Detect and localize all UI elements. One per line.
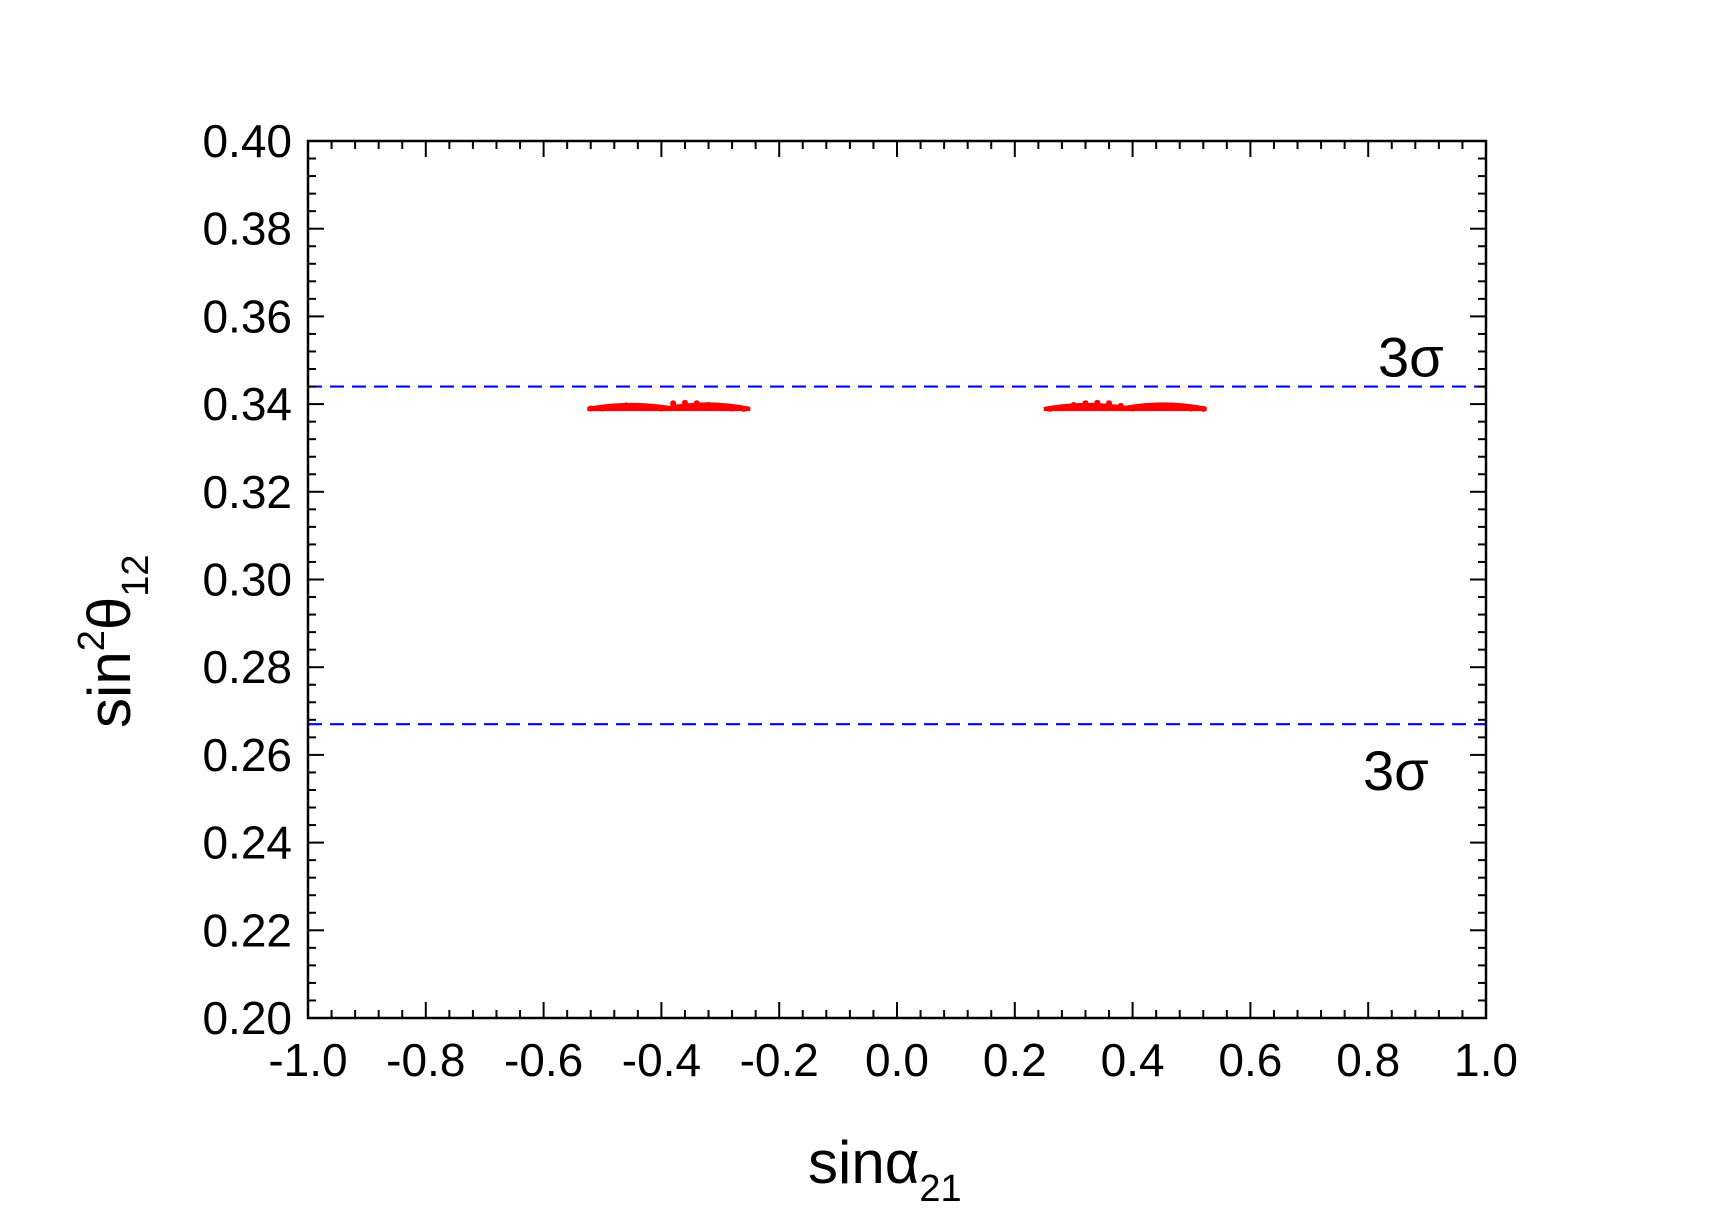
y-tick-label: 0.20 [202, 992, 292, 1044]
x-tick-label: 0.4 [1101, 1034, 1165, 1086]
axis-ticks [307, 140, 1487, 1019]
x-tick-label: 0.0 [865, 1034, 929, 1086]
data-point [1153, 402, 1160, 409]
y-tick-label: 0.40 [202, 115, 292, 167]
data-point [729, 405, 736, 412]
y-tick-label: 0.34 [202, 378, 292, 430]
data-point [599, 405, 606, 412]
data-point [1106, 400, 1113, 407]
x-tick-label: 0.6 [1218, 1034, 1282, 1086]
data-point [634, 402, 641, 409]
annotation-3sigma-lower: 3σ [1363, 739, 1429, 802]
data-point [1141, 403, 1148, 410]
x-tick-labels: -1.0 -0.8 -0.6 -0.4 -0.2 0.0 0.2 0.4 0.6 0.8 1.0 [268, 1034, 1518, 1086]
data-point [1082, 400, 1089, 407]
data-point [693, 400, 700, 407]
y-axis-title-greek: θ [76, 597, 143, 630]
data-point [623, 402, 630, 409]
data-point [658, 405, 665, 412]
plot-frame [306, 139, 1488, 1020]
y-tick-label: 0.36 [202, 290, 292, 342]
y-tick-label: 0.22 [202, 904, 292, 956]
data-point [646, 404, 653, 411]
annotation-3sigma-upper: 3σ [1378, 326, 1444, 389]
data-point [681, 399, 688, 406]
data-point [740, 405, 747, 412]
data-regions [587, 402, 1207, 412]
x-tick-label: -0.6 [504, 1034, 583, 1086]
y-tick-label: 0.24 [202, 817, 292, 869]
x-tick-label: -0.4 [622, 1034, 701, 1086]
x-axis-title-base: sin [808, 1129, 885, 1196]
data-point [1094, 399, 1101, 406]
data-point [1058, 404, 1065, 411]
data-point [1117, 402, 1124, 409]
data-point [717, 403, 724, 410]
x-tick-label: 0.8 [1336, 1034, 1400, 1086]
y-axis-title-sup: 2 [71, 630, 113, 651]
y-tick-label: 0.30 [202, 554, 292, 606]
data-points [587, 399, 1207, 412]
data-point [1176, 404, 1183, 411]
x-axis-title: sinα21 [808, 1129, 962, 1209]
data-point [1200, 405, 1207, 412]
data-point [705, 401, 712, 408]
y-tick-label: 0.26 [202, 729, 292, 781]
y-tick-label: 0.38 [202, 203, 292, 255]
x-tick-label: 1.0 [1454, 1034, 1518, 1086]
x-tick-label: -1.0 [268, 1034, 347, 1086]
x-tick-label: -0.8 [386, 1034, 465, 1086]
x-tick-label: -0.2 [740, 1034, 819, 1086]
data-point [1047, 405, 1054, 412]
data-point [670, 400, 677, 407]
data-point [1129, 405, 1136, 412]
reference-lines [308, 385, 1486, 726]
x-axis-title-sub: 21 [919, 1168, 961, 1209]
y-tick-label: 0.32 [202, 466, 292, 518]
x-tick-label: 0.2 [983, 1034, 1047, 1086]
data-point [1164, 402, 1171, 409]
x-axis-title-greek: α [885, 1129, 920, 1196]
y-tick-labels: 0.20 0.22 0.24 0.26 0.28 0.30 0.32 0.34 0.36 0.38… [202, 115, 292, 1044]
y-axis-title: sin2θ12 [71, 555, 157, 729]
data-point [1070, 401, 1077, 408]
data-point [611, 403, 618, 410]
data-point [587, 405, 594, 412]
y-tick-label: 0.28 [202, 641, 292, 693]
annotations: 3σ 3σ [1363, 326, 1444, 803]
data-point [1188, 405, 1195, 412]
y-axis-title-sub: 12 [115, 555, 157, 597]
y-axis-title-base: sin [76, 651, 143, 728]
